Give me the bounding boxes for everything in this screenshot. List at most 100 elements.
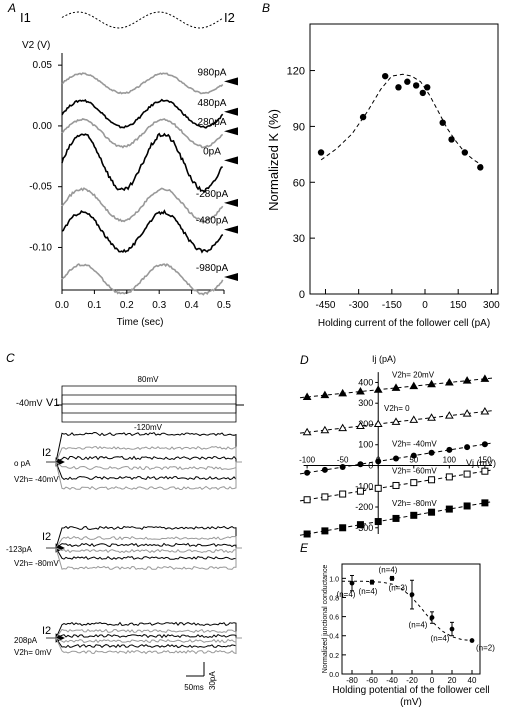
panel-d-point (303, 530, 311, 538)
panel-a-trace-label: -980pA (196, 263, 229, 274)
panel-d-point (410, 452, 417, 459)
panel-c-current-sweep (55, 547, 242, 560)
panel-d-y-tick-label: -300 (355, 523, 373, 533)
panel-d-point (356, 387, 365, 395)
panel-d-point (321, 493, 329, 501)
panel-d-point (428, 508, 436, 516)
panel-e-n-label: (n=4) (359, 587, 378, 596)
panel-c-stimulus-steps (56, 385, 244, 423)
panel-d-point (427, 413, 436, 421)
panel-b-fit-curve (320, 73, 483, 166)
panel-e-x-tick-label: 40 (468, 676, 477, 685)
panel-d-point (445, 473, 453, 481)
panel-b-y-tick-label: 60 (293, 177, 305, 189)
panel-b-point (359, 113, 367, 121)
panel-b-x-tick-label: 0 (422, 300, 428, 311)
panel-e-x-tick-label: -20 (406, 676, 418, 685)
panel-d-x-tick-label: 150 (478, 455, 492, 464)
panel-d-y-tick-label: -100 (355, 481, 373, 491)
panel-a-trace-label: 0pA (203, 146, 221, 157)
panel-c-current-scale-label: 30pA (208, 671, 217, 690)
panel-d-point (444, 377, 454, 386)
panel-a-x-tick-label: 0.4 (185, 300, 199, 311)
panel-d-point (339, 524, 347, 532)
panel-e-n-label: (n=4) (379, 565, 398, 574)
panel-c-current-sweep (55, 628, 242, 639)
panel-b-point (461, 149, 469, 156)
panel-a-trace-label: 280pA (198, 117, 227, 128)
panel-c-holding-label: -40mV (16, 398, 43, 408)
panel-e-x-tick-label: -40 (386, 676, 398, 685)
panel-d-x-tick-label: -50 (337, 455, 349, 464)
panel-a-trace--980pA (61, 263, 224, 296)
panel-b-x-tick-label: -450 (315, 300, 335, 311)
panel-b-point (412, 82, 420, 89)
panel-c-current-sweep (55, 525, 242, 549)
panel-a-label: A (7, 1, 16, 15)
panel-d: D Ij (pA) Vj (mV) 400 300 200 100 0 -100 -200 -… (299, 353, 496, 538)
panel-a-trace--480pA (61, 209, 224, 254)
panel-d-point (409, 415, 419, 423)
panel-d-point (356, 421, 365, 430)
panel-d-series-label: V2h= -40mV (392, 439, 437, 448)
panel-c-group1-holding: o pA (14, 459, 31, 468)
panel-d-point (392, 514, 400, 522)
panel-a-y-ticks: 0.05 0.00 -0.05 -0.10 (29, 60, 62, 253)
panel-d-y-axis-label: Ij (pA) (372, 354, 396, 364)
panel-d-point (303, 496, 311, 504)
panel-b-x-ticks: -450 -300 -150 0 150 300 (315, 289, 500, 311)
panel-e-point (469, 638, 475, 643)
panel-c-i2-label-2: I2 (42, 531, 51, 543)
panel-b-label: B (262, 1, 270, 15)
panel-a-trace-label: 980pA (198, 67, 227, 78)
panel-c-label: C (6, 351, 15, 365)
panel-d-point (302, 392, 312, 400)
panel-e-point (449, 626, 455, 632)
panel-e-point (349, 580, 355, 586)
panel-b-point (404, 78, 411, 85)
panel-c-stim-step (56, 385, 244, 406)
panel-c-group1-vh: V2h= -40mV (14, 475, 59, 484)
panel-b-point (448, 136, 455, 143)
panel-b-x-tick-label: 300 (483, 300, 500, 311)
panel-e-y-tick-label: 0.8 (329, 595, 339, 602)
panel-d-x-axis-label: Vj (mV) (466, 458, 496, 468)
panel-a-x-tick-label: 0.0 (55, 300, 69, 311)
panel-e-x-tick-label: 20 (448, 676, 457, 685)
panel-d-point (410, 511, 418, 519)
panel-a-trace-280pA (61, 118, 224, 149)
panel-c-current-traces (46, 431, 242, 655)
panel-a-y-tick-label: 0.00 (33, 121, 53, 132)
panel-d-x-tick-label: -100 (299, 455, 316, 464)
panel-c-stim-step (56, 404, 244, 423)
panel-e-x-tick-label: -80 (346, 676, 358, 685)
panel-b-x-tick-label: -150 (382, 300, 402, 311)
panel-d-point (321, 466, 328, 473)
panel-e-points: (n=4) (n=4)(n=4)(n=3)(n=4)(n=4)(n=2) (337, 565, 496, 652)
panel-e-point (429, 615, 435, 620)
panel-a-y-tick-label: 0.05 (33, 60, 53, 71)
panel-a-trace-arrow (224, 77, 238, 86)
panel-d-point (374, 484, 382, 492)
panel-a-trace-0pA (61, 132, 223, 194)
panel-a-trace-label: 480pA (198, 98, 227, 109)
panel-c-current-sweep (55, 547, 242, 570)
panel-d-y-tick-label: 400 (358, 377, 373, 387)
panel-a-trace-arrow (224, 198, 238, 207)
panel-e: E Normalized junctional conductance Hold… (300, 541, 495, 708)
panel-d-point (304, 469, 311, 476)
panel-a-trace-arrow (224, 127, 238, 136)
panel-d-point (321, 527, 329, 535)
panel-b-point (477, 164, 484, 171)
panel-d-point (302, 427, 312, 436)
panel-d-point (393, 455, 399, 462)
panel-a-y-tick-label: -0.10 (29, 242, 52, 253)
panel-c-group3-holding: 208pA (14, 636, 38, 645)
panel-b-y-tick-label: 0 (299, 289, 305, 301)
panel-d-point (373, 385, 383, 393)
panel-d-series-label: V2h= 20mV (392, 370, 435, 379)
panel-a-x-tick-label: 0.3 (152, 300, 166, 311)
panel-a: A I1 I2 V2 (V) 980pA 480pA 280pA 0pA -280pA -… (7, 1, 238, 328)
panel-a-trace-480pA (61, 98, 224, 129)
panel-a-x-ticks: 0.0 0.1 0.2 0.3 0.4 0.5 (55, 290, 231, 311)
